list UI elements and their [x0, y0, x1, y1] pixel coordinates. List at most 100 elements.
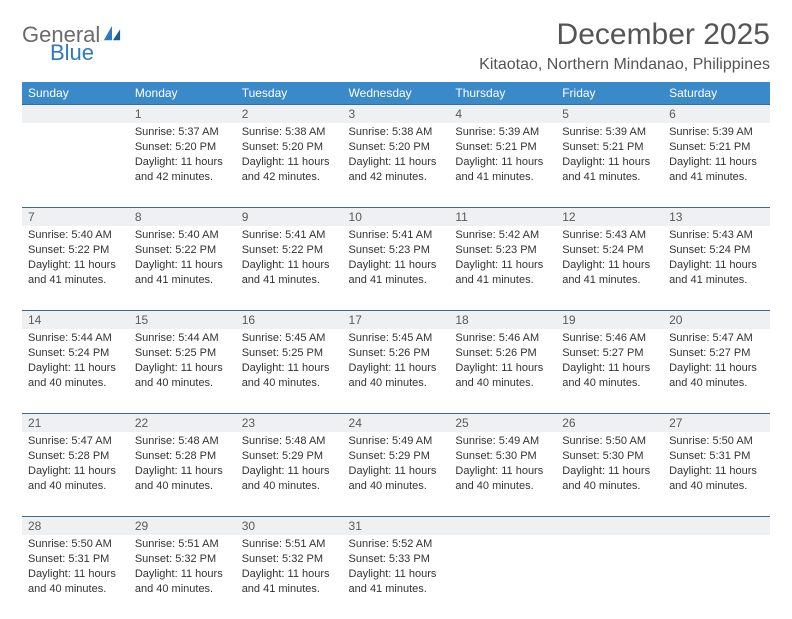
- sunrise-text: Sunrise: 5:39 AM: [562, 125, 657, 140]
- calendar-table: Sunday Monday Tuesday Wednesday Thursday…: [22, 82, 770, 619]
- day-cell: Sunrise: 5:49 AMSunset: 5:30 PMDaylight:…: [449, 432, 556, 499]
- weekday-header-row: Sunday Monday Tuesday Wednesday Thursday…: [22, 82, 770, 104]
- daylight-text-2: and 40 minutes.: [135, 479, 230, 494]
- weekday-header: Sunday: [22, 82, 129, 104]
- daylight-text-2: and 40 minutes.: [349, 376, 444, 391]
- day-cell: Sunrise: 5:38 AMSunset: 5:20 PMDaylight:…: [343, 123, 450, 190]
- day-number: 7: [22, 207, 129, 226]
- sunset-text: Sunset: 5:23 PM: [455, 243, 550, 258]
- week-daynum-row: 14151617181920: [22, 310, 770, 329]
- day-cell: Sunrise: 5:50 AMSunset: 5:30 PMDaylight:…: [556, 432, 663, 499]
- day-cell: Sunrise: 5:51 AMSunset: 5:32 PMDaylight:…: [236, 535, 343, 602]
- day-cell: Sunrise: 5:48 AMSunset: 5:28 PMDaylight:…: [129, 432, 236, 499]
- sunrise-text: Sunrise: 5:46 AM: [562, 331, 657, 346]
- sunset-text: Sunset: 5:27 PM: [562, 346, 657, 361]
- day-number: 18: [449, 310, 556, 329]
- sunrise-text: Sunrise: 5:44 AM: [28, 331, 123, 346]
- sunset-text: Sunset: 5:20 PM: [242, 140, 337, 155]
- daylight-text-2: and 41 minutes.: [562, 170, 657, 185]
- brand-logo: GeneralBlue: [22, 24, 122, 64]
- day-cell: Sunrise: 5:40 AMSunset: 5:22 PMDaylight:…: [22, 226, 129, 293]
- day-cell: Sunrise: 5:41 AMSunset: 5:22 PMDaylight:…: [236, 226, 343, 293]
- sunset-text: Sunset: 5:30 PM: [562, 449, 657, 464]
- day-cell: Sunrise: 5:39 AMSunset: 5:21 PMDaylight:…: [663, 123, 770, 190]
- week-body-row: Sunrise: 5:47 AMSunset: 5:28 PMDaylight:…: [22, 432, 770, 516]
- daylight-text-1: Daylight: 11 hours: [349, 155, 444, 170]
- day-number: 15: [129, 310, 236, 329]
- header: GeneralBlue December 2025 Kitaotao, Nort…: [22, 18, 770, 74]
- day-number: 10: [343, 207, 450, 226]
- daylight-text-2: and 40 minutes.: [135, 376, 230, 391]
- day-number: 8: [129, 207, 236, 226]
- daylight-text-2: and 42 minutes.: [242, 170, 337, 185]
- weekday-header: Wednesday: [343, 82, 450, 104]
- day-cell: Sunrise: 5:49 AMSunset: 5:29 PMDaylight:…: [343, 432, 450, 499]
- weekday-header: Tuesday: [236, 82, 343, 104]
- day-cell: Sunrise: 5:50 AMSunset: 5:31 PMDaylight:…: [663, 432, 770, 499]
- week-daynum-row: 28293031: [22, 516, 770, 535]
- day-number: 11: [449, 207, 556, 226]
- daylight-text-2: and 40 minutes.: [242, 376, 337, 391]
- sunrise-text: Sunrise: 5:42 AM: [455, 228, 550, 243]
- sunset-text: Sunset: 5:23 PM: [349, 243, 444, 258]
- day-number: 26: [556, 413, 663, 432]
- sunset-text: Sunset: 5:32 PM: [242, 552, 337, 567]
- sunrise-text: Sunrise: 5:52 AM: [349, 537, 444, 552]
- sunrise-text: Sunrise: 5:44 AM: [135, 331, 230, 346]
- sunset-text: Sunset: 5:22 PM: [242, 243, 337, 258]
- daylight-text-2: and 41 minutes.: [28, 273, 123, 288]
- day-cell: Sunrise: 5:41 AMSunset: 5:23 PMDaylight:…: [343, 226, 450, 293]
- day-cell: Sunrise: 5:52 AMSunset: 5:33 PMDaylight:…: [343, 535, 450, 602]
- sunrise-text: Sunrise: 5:48 AM: [135, 434, 230, 449]
- daylight-text-1: Daylight: 11 hours: [242, 361, 337, 376]
- daylight-text-2: and 42 minutes.: [135, 170, 230, 185]
- sunset-text: Sunset: 5:25 PM: [135, 346, 230, 361]
- daylight-text-1: Daylight: 11 hours: [135, 464, 230, 479]
- sunset-text: Sunset: 5:21 PM: [562, 140, 657, 155]
- daylight-text-2: and 40 minutes.: [28, 376, 123, 391]
- month-title: December 2025: [479, 18, 770, 52]
- day-number: 19: [556, 310, 663, 329]
- day-cell: Sunrise: 5:44 AMSunset: 5:24 PMDaylight:…: [22, 329, 129, 396]
- sunrise-text: Sunrise: 5:45 AM: [242, 331, 337, 346]
- day-number: 4: [449, 104, 556, 123]
- daylight-text-1: Daylight: 11 hours: [562, 155, 657, 170]
- day-cell-empty: [663, 535, 770, 543]
- daylight-text-2: and 42 minutes.: [349, 170, 444, 185]
- daylight-text-1: Daylight: 11 hours: [349, 258, 444, 273]
- daylight-text-1: Daylight: 11 hours: [242, 155, 337, 170]
- sunrise-text: Sunrise: 5:45 AM: [349, 331, 444, 346]
- daylight-text-1: Daylight: 11 hours: [455, 464, 550, 479]
- sunset-text: Sunset: 5:20 PM: [349, 140, 444, 155]
- day-number: 25: [449, 413, 556, 432]
- sunset-text: Sunset: 5:29 PM: [349, 449, 444, 464]
- day-cell: Sunrise: 5:47 AMSunset: 5:27 PMDaylight:…: [663, 329, 770, 396]
- day-cell-empty: [22, 123, 129, 131]
- daylight-text-2: and 41 minutes.: [242, 273, 337, 288]
- weekday-header: Friday: [556, 82, 663, 104]
- day-cell-empty: [556, 535, 663, 543]
- daylight-text-2: and 40 minutes.: [562, 376, 657, 391]
- daylight-text-1: Daylight: 11 hours: [242, 258, 337, 273]
- daylight-text-2: and 40 minutes.: [28, 582, 123, 597]
- day-cell: Sunrise: 5:46 AMSunset: 5:26 PMDaylight:…: [449, 329, 556, 396]
- sunset-text: Sunset: 5:31 PM: [669, 449, 764, 464]
- sunrise-text: Sunrise: 5:49 AM: [455, 434, 550, 449]
- daylight-text-1: Daylight: 11 hours: [562, 258, 657, 273]
- day-number: 20: [663, 310, 770, 329]
- daylight-text-1: Daylight: 11 hours: [242, 464, 337, 479]
- daylight-text-1: Daylight: 11 hours: [28, 361, 123, 376]
- day-number: 1: [129, 104, 236, 123]
- day-number: 31: [343, 516, 450, 535]
- daylight-text-2: and 41 minutes.: [669, 170, 764, 185]
- day-number-empty: [556, 516, 663, 535]
- daylight-text-1: Daylight: 11 hours: [349, 464, 444, 479]
- location-subtitle: Kitaotao, Northern Mindanao, Philippines: [479, 56, 770, 74]
- daylight-text-2: and 40 minutes.: [135, 582, 230, 597]
- daylight-text-2: and 40 minutes.: [455, 376, 550, 391]
- sunrise-text: Sunrise: 5:47 AM: [669, 331, 764, 346]
- sunrise-text: Sunrise: 5:50 AM: [28, 537, 123, 552]
- day-cell: Sunrise: 5:43 AMSunset: 5:24 PMDaylight:…: [663, 226, 770, 293]
- daylight-text-2: and 41 minutes.: [669, 273, 764, 288]
- sunset-text: Sunset: 5:21 PM: [669, 140, 764, 155]
